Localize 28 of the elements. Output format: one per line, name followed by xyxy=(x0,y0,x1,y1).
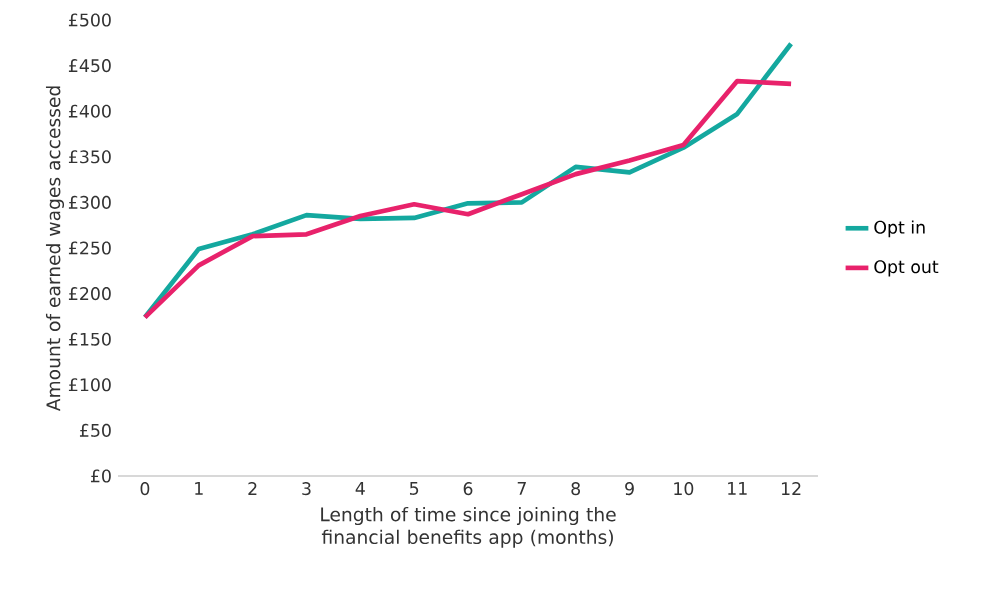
y-tick-label: £100 xyxy=(68,378,111,392)
x-tick-label: 3 xyxy=(302,482,311,496)
x-tick-label: 0 xyxy=(140,482,150,496)
y-tick-label: £500 xyxy=(68,13,111,27)
x-tick-label: 11 xyxy=(728,482,747,495)
x-tick-label: 1 xyxy=(195,482,203,495)
legend-label: Opt in xyxy=(874,220,925,238)
x-tick-label: 4 xyxy=(355,482,365,495)
y-tick-label: £200 xyxy=(68,287,111,301)
y-tick-label: £250 xyxy=(68,241,111,255)
y-tick-label: £150 xyxy=(68,332,111,346)
x-tick-label: 7 xyxy=(517,482,526,495)
y-tick-label: £50 xyxy=(79,423,111,437)
x-tick-label: 2 xyxy=(248,482,257,495)
y-tick-label: £300 xyxy=(68,195,111,209)
x-tick-label: 10 xyxy=(674,482,694,496)
y-axis-title: Amount of earned wages accessed xyxy=(45,86,65,412)
y-tick-label: £350 xyxy=(68,150,111,164)
x-tick-label: 12 xyxy=(781,482,801,495)
x-tick-label: 6 xyxy=(463,482,473,496)
x-tick-label: 5 xyxy=(409,482,419,495)
x-tick-label: 8 xyxy=(571,482,581,496)
x-tick-label: 9 xyxy=(625,482,634,496)
x-axis-title: Length of time since joining the financial benefits app (months) xyxy=(321,506,616,548)
y-tick-label: £0 xyxy=(90,469,111,483)
legend-label: Opt out xyxy=(874,260,939,277)
y-tick-label: £400 xyxy=(68,104,111,118)
y-tick-label: £450 xyxy=(68,59,111,73)
